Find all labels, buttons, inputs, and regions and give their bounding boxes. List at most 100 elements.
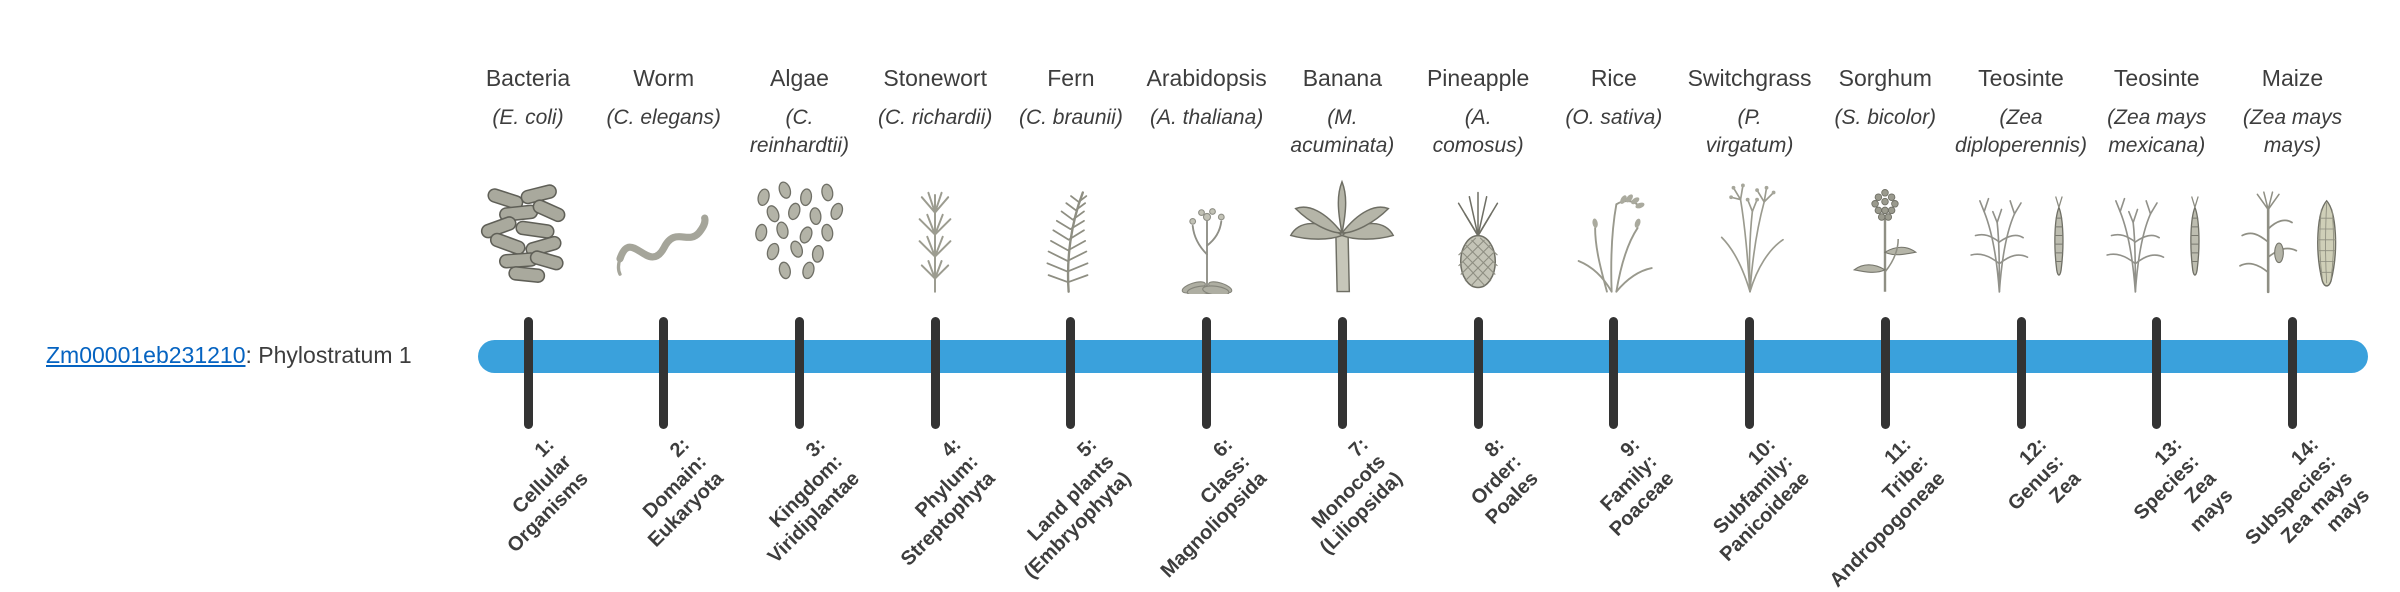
- phylostratum-label: 2: Domain: Eukaryota: [609, 433, 728, 552]
- worm-illustration: [599, 164, 729, 294]
- banana-illustration: [1277, 164, 1407, 294]
- organism-column: Bacteria (E. coli): [458, 64, 598, 283]
- teosinte-illustration: [2092, 164, 2222, 294]
- organism-column: Switchgrass (P. virgatum): [1680, 64, 1820, 293]
- organism-column: Algae (C. reinhardtii): [729, 64, 869, 280]
- organism-column: Teosinte (Zea diploperennis): [1951, 64, 2091, 293]
- sci-name-line: (C. richardii): [878, 106, 993, 129]
- sorghum-illustration: [1820, 164, 1950, 294]
- organism-sci-name: (M. acuminata): [1272, 104, 1412, 160]
- stonewort-illustration: [870, 164, 1000, 294]
- bacteria-illustration: [463, 164, 593, 294]
- sci-name-line: (O. sativa): [1565, 106, 1663, 129]
- sci-name-line: (S. bicolor): [1834, 106, 1937, 129]
- phylostratum-label: 4: Phylum: Streptophyta: [862, 433, 1000, 571]
- teosinte-illustration: [1956, 164, 2086, 294]
- organism-sci-name: (P. virgatum): [1680, 104, 1820, 160]
- sci-name-line: (Zea mays: [2107, 106, 2207, 129]
- organism-column: Teosinte (Zea mays mexicana): [2087, 64, 2227, 293]
- sci-name-line: (A.: [1464, 106, 1492, 129]
- organism-name: Rice: [1590, 65, 1637, 91]
- phylostratum-label: 13: Species: Zea mays: [2113, 433, 2239, 559]
- sci-name-line: diploperennis): [1955, 134, 2087, 157]
- timeline-tick: [930, 317, 940, 429]
- gene-id-link[interactable]: Zm00001eb231210: [46, 342, 246, 368]
- phylostratum-figure: Zm00001eb231210: Phylostratum 1 Bacteria…: [46, 64, 2374, 592]
- timeline-tick: [1609, 317, 1619, 429]
- timeline-tick: [1745, 317, 1755, 429]
- sci-name-line: comosus): [1432, 134, 1524, 157]
- sci-name-line: (A. thaliana): [1150, 106, 1264, 129]
- organism-sci-name: (C. richardii): [865, 104, 1005, 132]
- organism-column: Worm (C. elegans): [594, 64, 734, 276]
- arabidopsis-illustration: [1142, 164, 1272, 294]
- gene-phylostratum-text: : Phylostratum 1: [245, 342, 412, 368]
- sci-name-line: (C. braunii): [1018, 106, 1123, 129]
- organism-name: Sorghum: [1838, 65, 1932, 91]
- sci-name-line: (Zea mays: [2242, 106, 2343, 129]
- organism-name: Algae: [770, 65, 829, 91]
- phylostratum-label: 7: Monocots (Liliopsida): [1281, 433, 1407, 559]
- timeline-tick: [1066, 317, 1076, 429]
- phylostratum-label: 5: Land plants (Embryophyta): [985, 433, 1136, 584]
- organism-sci-name: (Zea mays mays): [2222, 104, 2362, 160]
- phylostratum-label: 12: Genus: Zea: [1986, 433, 2086, 533]
- gene-label: Zm00001eb231210: Phylostratum 1: [46, 342, 412, 369]
- sci-name-line: virgatum): [1705, 134, 1794, 157]
- organism-column: Rice (O. sativa): [1544, 64, 1684, 293]
- organism-name: Teosinte: [1978, 65, 2064, 91]
- organism-sci-name: (C. elegans): [594, 104, 734, 132]
- timeline-tick: [1473, 317, 1483, 429]
- timeline-bar: [478, 340, 2368, 373]
- pineapple-illustration: [1413, 164, 1543, 294]
- timeline-tick: [1337, 317, 1347, 429]
- timeline-tick: [1880, 317, 1890, 429]
- organism-sci-name: (C. reinhardtii): [729, 104, 869, 160]
- sci-name-line: reinhardtii): [749, 134, 850, 157]
- phylostratum-label: 9: Family: Poaceae: [1570, 433, 1678, 541]
- sci-name-line: (P.: [1737, 106, 1762, 129]
- organism-column: Pineapple (A. comosus): [1408, 64, 1548, 289]
- organism-sci-name: (Zea mays mexicana): [2087, 104, 2227, 160]
- organism-name: Arabidopsis: [1146, 65, 1267, 91]
- sci-name-line: mays): [2263, 134, 2322, 157]
- phylostratum-label: 3: Kingdom: Viridiplantae: [729, 433, 865, 569]
- sci-name-line: mexicana): [2108, 134, 2206, 157]
- algae-illustration: [734, 164, 864, 294]
- organism-name: Fern: [1047, 65, 1095, 91]
- organism-sci-name: (A. thaliana): [1137, 104, 1277, 132]
- organism-sci-name: (O. sativa): [1544, 104, 1684, 132]
- switchgrass-illustration: [1685, 164, 1815, 294]
- organism-column: Sorghum (S. bicolor): [1815, 64, 1955, 292]
- sci-name-line: (C.: [785, 106, 814, 129]
- phylostratum-label: 6: Class: Magnoliopsida: [1122, 433, 1272, 583]
- organism-name: Teosinte: [2113, 65, 2200, 91]
- organism-name: Switchgrass: [1687, 65, 1812, 91]
- sci-name-line: (C. elegans): [606, 106, 721, 129]
- sci-name-line: (Zea: [1999, 106, 2043, 129]
- sci-name-line: acuminata): [1290, 134, 1395, 157]
- timeline-tick: [2016, 317, 2026, 429]
- organism-column: Maize (Zea mays mays): [2222, 64, 2362, 294]
- sci-name-line: (M.: [1327, 106, 1358, 129]
- organism-sci-name: (Zea diploperennis): [1951, 104, 2091, 160]
- phylostratum-label: 10: Subfamily: Panicoideae: [1681, 433, 1814, 566]
- organism-sci-name: (C. braunii): [1001, 104, 1141, 132]
- timeline-tick: [523, 317, 533, 429]
- organism-column: Fern (C. braunii): [1001, 64, 1141, 293]
- organism-column: Arabidopsis (A. thaliana): [1137, 64, 1277, 294]
- rice-illustration: [1549, 164, 1679, 294]
- organism-name: Pineapple: [1426, 65, 1530, 91]
- organism-name: Worm: [633, 65, 695, 91]
- timeline-tick: [2287, 317, 2297, 429]
- phylostratum-label: 1: Cellular Organisms: [468, 433, 593, 558]
- timeline-tick: [659, 317, 669, 429]
- timeline-tick: [794, 317, 804, 429]
- organism-column: Banana (M. acuminata): [1272, 64, 1412, 293]
- sci-name-line: (E. coli): [492, 106, 564, 129]
- timeline-tick: [1202, 317, 1212, 429]
- phylostratum-label: 11: Tribe: Andropogoneae: [1791, 433, 1950, 592]
- organism-name: Stonewort: [883, 65, 987, 91]
- organism-sci-name: (A. comosus): [1408, 104, 1548, 160]
- timeline-tick: [2152, 317, 2162, 429]
